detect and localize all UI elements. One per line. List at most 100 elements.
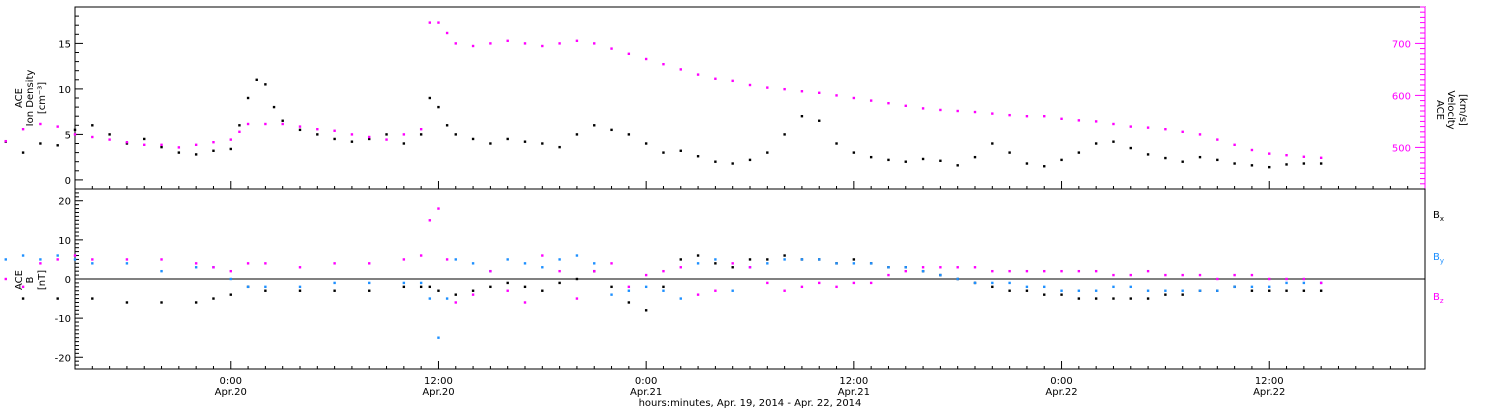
data-point xyxy=(766,262,769,265)
data-point xyxy=(610,47,613,50)
data-point xyxy=(748,158,752,162)
data-point xyxy=(852,258,856,261)
data-point xyxy=(1302,289,1306,292)
data-point xyxy=(350,133,354,136)
data-point xyxy=(194,262,198,265)
data-point xyxy=(1146,289,1150,292)
data-point xyxy=(558,42,561,45)
data-point xyxy=(454,42,457,45)
data-point xyxy=(818,281,821,285)
data-point xyxy=(1112,273,1115,277)
data-point xyxy=(1302,155,1306,158)
data-point xyxy=(246,96,250,100)
data-point xyxy=(281,122,284,126)
data-point xyxy=(1094,120,1098,123)
data-point xyxy=(246,262,250,265)
data-point xyxy=(4,277,7,281)
data-point xyxy=(1198,273,1202,277)
data-point xyxy=(800,115,804,118)
data-point xyxy=(731,162,734,165)
data-point xyxy=(212,297,215,300)
data-point xyxy=(1112,285,1115,289)
data-point xyxy=(1250,164,1254,167)
data-point xyxy=(835,285,838,289)
data-point xyxy=(39,258,42,261)
data-point xyxy=(887,266,890,269)
density-axis-label-line3: [cm⁻³] xyxy=(37,82,48,114)
data-point xyxy=(506,281,509,285)
data-point xyxy=(1025,115,1029,118)
data-point xyxy=(73,128,77,132)
data-point xyxy=(333,281,336,285)
data-point xyxy=(731,79,734,83)
data-point xyxy=(437,21,440,24)
data-point xyxy=(956,277,959,281)
data-point xyxy=(316,133,319,136)
field-axis-label-line2: B xyxy=(25,276,36,283)
data-point xyxy=(212,266,215,269)
data-point xyxy=(1198,133,1202,136)
data-point xyxy=(428,96,432,100)
data-point xyxy=(610,262,613,265)
data-point xyxy=(428,285,432,289)
data-point xyxy=(887,102,890,105)
data-point xyxy=(627,285,631,289)
data-point xyxy=(575,39,579,42)
data-point xyxy=(212,149,215,152)
data-point xyxy=(212,141,215,144)
data-point xyxy=(558,145,561,149)
data-point xyxy=(246,285,250,289)
field-tick-labels: -20 -10 0 10 20 xyxy=(55,197,71,365)
velocity-tick-labels: 500 600 700 xyxy=(1392,39,1411,154)
data-point xyxy=(783,254,786,257)
data-point xyxy=(419,285,423,289)
data-point xyxy=(445,297,449,300)
data-point xyxy=(368,289,371,292)
data-point xyxy=(454,258,457,261)
data-point xyxy=(541,254,544,257)
data-point xyxy=(1008,281,1011,285)
data-point xyxy=(610,293,613,296)
data-point xyxy=(679,297,682,300)
data-point xyxy=(39,262,42,265)
data-point xyxy=(523,301,527,304)
data-point xyxy=(1268,165,1271,169)
data-point xyxy=(973,155,977,159)
x-tick-time-label: 12:00 xyxy=(424,376,453,387)
data-point xyxy=(1250,148,1254,152)
data-point xyxy=(541,289,544,292)
data-point xyxy=(1077,289,1081,292)
data-point xyxy=(428,21,432,24)
data-point xyxy=(766,258,769,261)
bottom-panel-ticks xyxy=(74,192,1426,369)
data-point xyxy=(1025,162,1029,165)
data-point xyxy=(1146,153,1150,156)
legend-bx: Bx xyxy=(1433,210,1444,223)
data-point xyxy=(160,301,163,304)
data-point xyxy=(1060,269,1063,273)
data-point xyxy=(818,258,821,261)
data-point xyxy=(143,137,146,141)
data-point xyxy=(471,262,475,265)
data-point xyxy=(471,44,475,48)
data-point xyxy=(108,138,111,141)
data-point xyxy=(298,285,302,289)
data-point xyxy=(506,258,509,261)
data-point xyxy=(1181,130,1184,133)
data-point xyxy=(1043,269,1046,273)
data-point xyxy=(91,297,94,300)
data-point xyxy=(177,146,181,149)
data-point xyxy=(1008,151,1011,154)
data-point xyxy=(593,124,596,127)
data-point xyxy=(445,124,449,127)
data-point xyxy=(1268,289,1271,292)
data-point xyxy=(1129,297,1132,300)
field-tick-label: -20 xyxy=(55,353,71,364)
x-tick-time-label: 12:00 xyxy=(839,376,868,387)
data-point xyxy=(21,254,25,257)
data-point xyxy=(1268,152,1271,155)
data-point xyxy=(1112,122,1115,126)
data-point xyxy=(246,122,250,126)
density-tick-label: 10 xyxy=(58,85,71,96)
x-tick-time-label: 12:00 xyxy=(1255,376,1284,387)
